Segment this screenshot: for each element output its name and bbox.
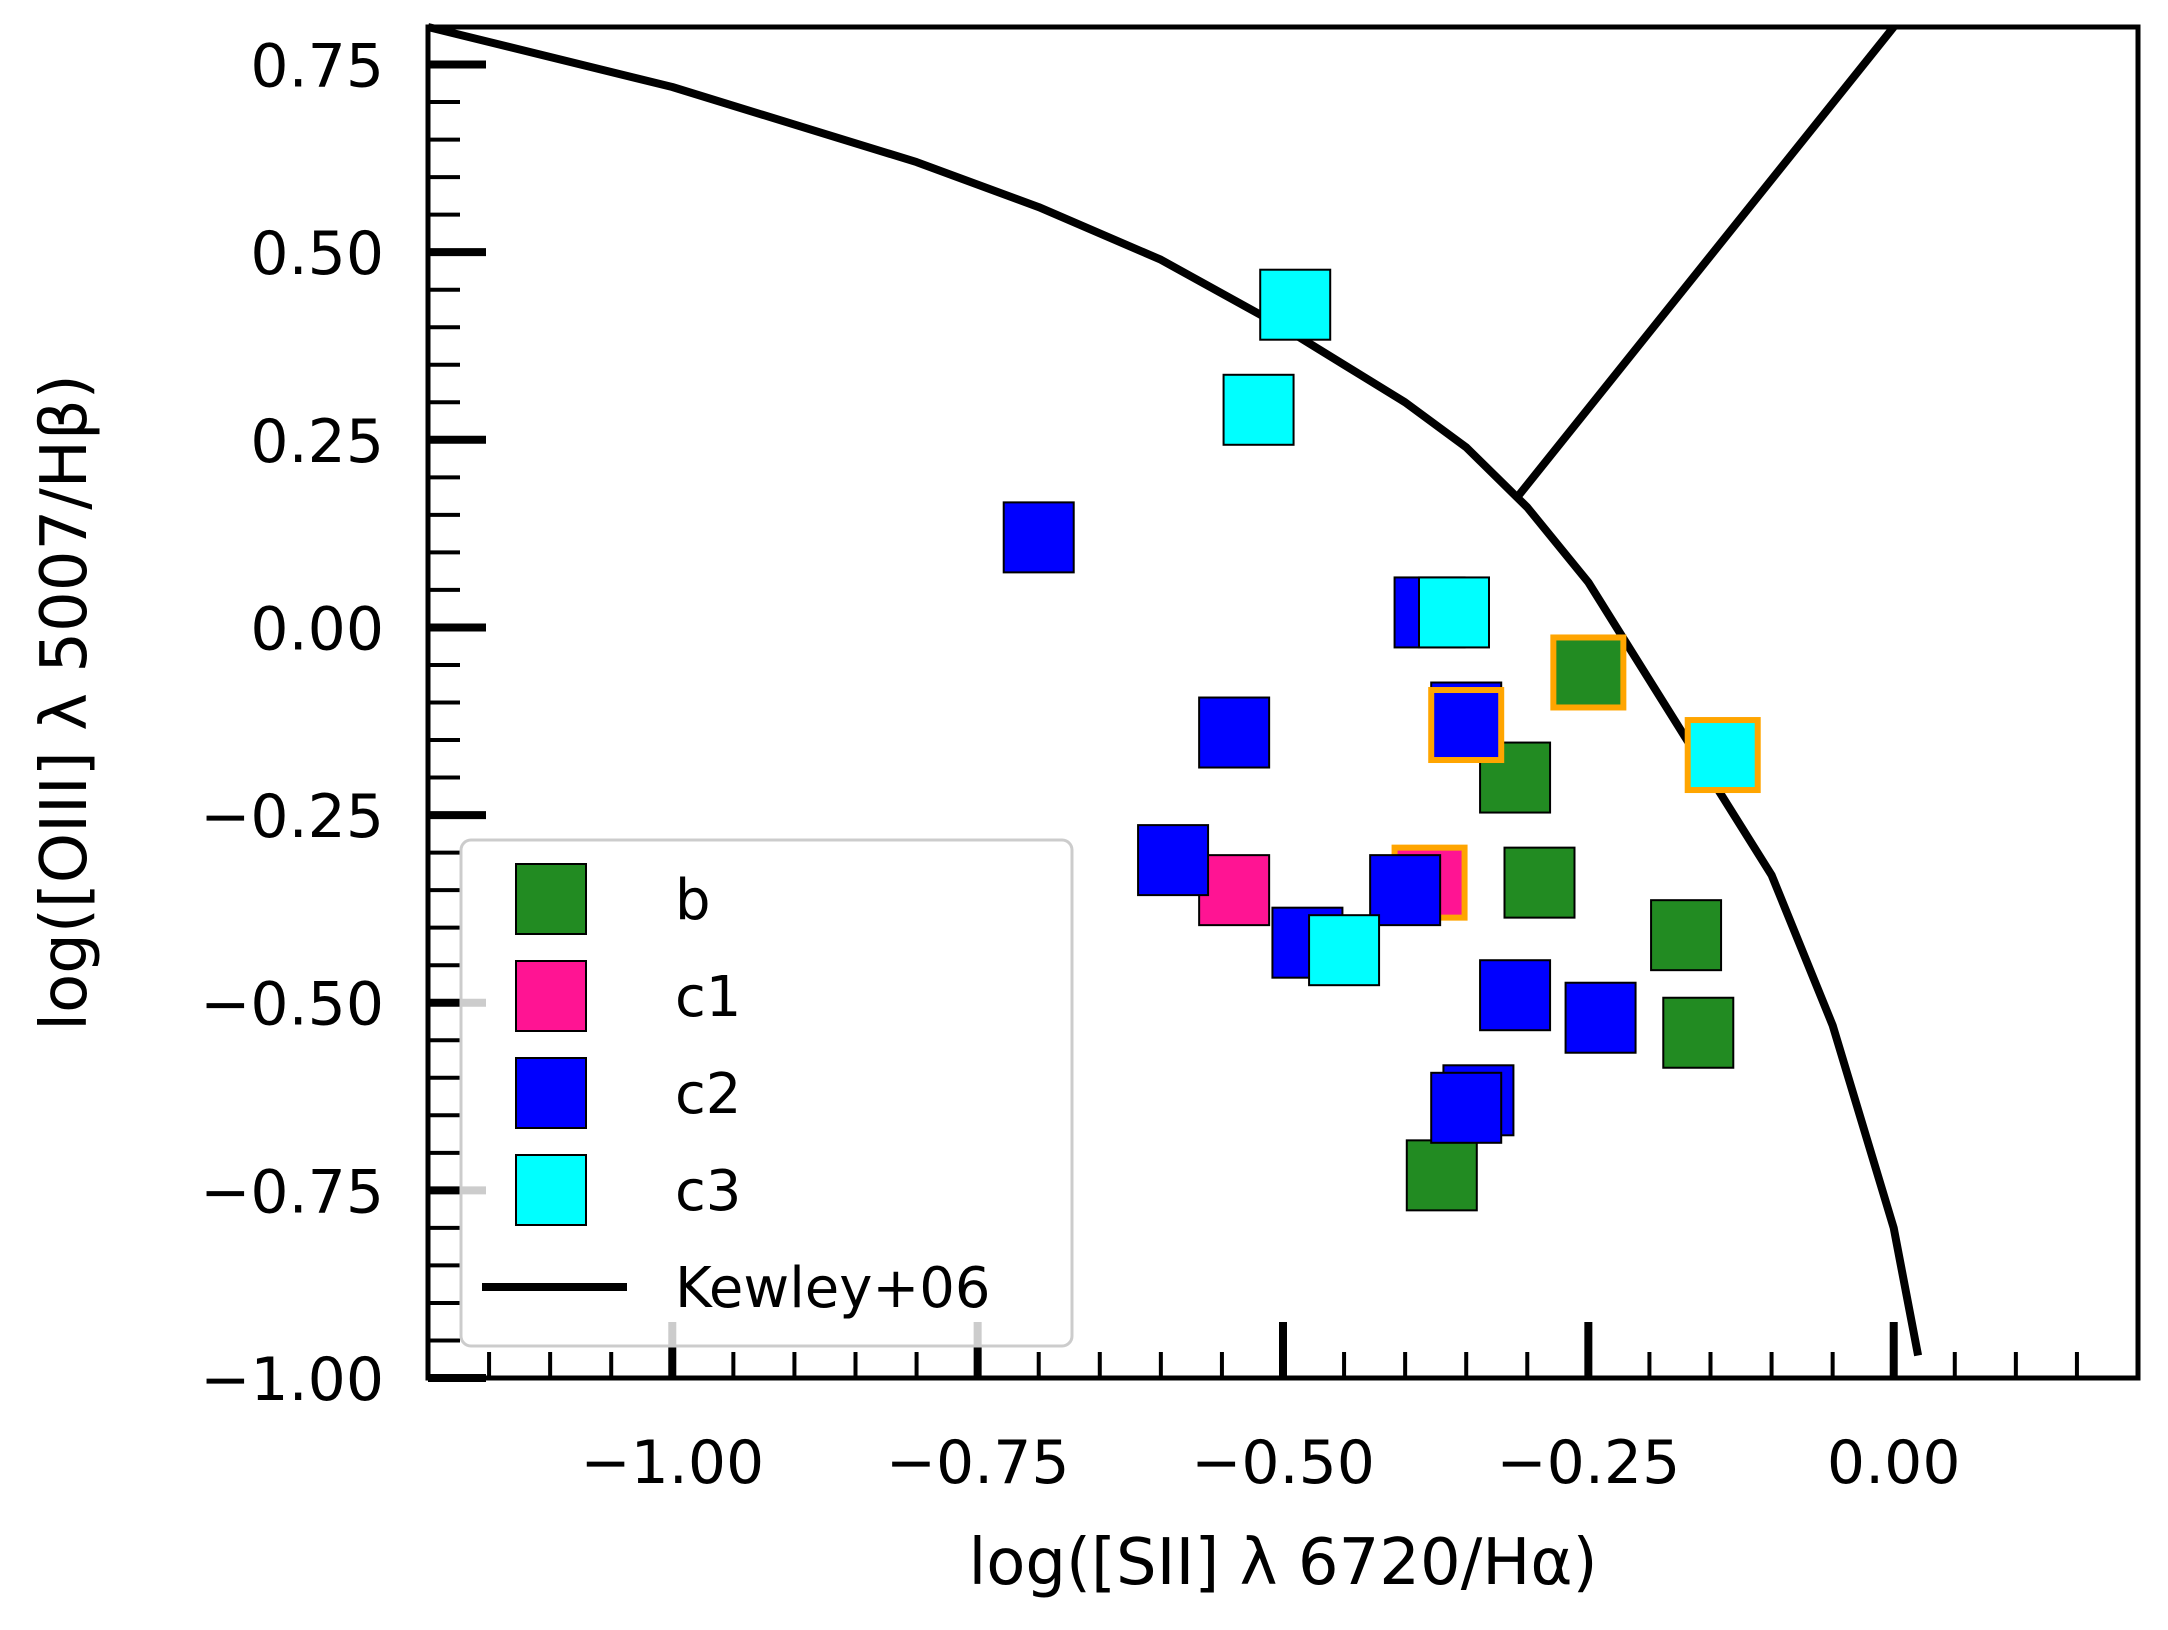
data-point-c2 [1002, 501, 1075, 574]
legend-box [459, 838, 1074, 1348]
legend-marker-c3 [515, 1154, 587, 1226]
plot-frame [425, 24, 2141, 1381]
kewley-curves-layer [427, 23, 1923, 1357]
kewley-curve-maximum [427, 23, 1923, 1357]
data-point-c3 [1259, 268, 1332, 341]
legend-label-c1: c1 [675, 965, 741, 1030]
data-point-b [1503, 846, 1576, 919]
y-axis-label: log([OIII] λ 5007/Hβ) [28, 374, 102, 1030]
legend: b c1 c2 c3 Kewley+06 [459, 838, 1074, 1348]
legend-label-c3: c3 [675, 1159, 741, 1224]
x-axis-label: log([SII] λ 6720/Hα) [968, 1526, 1597, 1600]
y-tick-labels: −1.00 −0.75 −0.50 −0.25 0.00 0.25 0.50 0.75 [200, 32, 384, 1415]
x-tick-labels: −1.00 −0.75 −0.50 −0.25 0.00 [580, 1428, 1960, 1498]
x-tick-label: 0.00 [1827, 1428, 1961, 1498]
legend-marker-c1 [515, 960, 587, 1032]
x-tick-label: −0.50 [1191, 1428, 1375, 1498]
data-point-c2-highlighted [1428, 687, 1505, 764]
data-point-b-highlighted [1550, 634, 1627, 711]
y-tick-label: −0.25 [200, 782, 384, 852]
legend-marker-b [515, 863, 587, 935]
y-tick-label: 0.25 [250, 407, 384, 477]
y-tick-label: −1.00 [200, 1345, 384, 1415]
legend-marker-c2 [515, 1057, 587, 1129]
data-point-b [1405, 1139, 1478, 1212]
data-points-layer [1002, 268, 1761, 1212]
x-tick-label: −0.75 [886, 1428, 1070, 1498]
x-tick-label: −0.25 [1496, 1428, 1680, 1498]
data-point-c2 [1369, 854, 1442, 927]
data-point-c2 [1564, 981, 1637, 1054]
y-tick-label: −0.75 [200, 1157, 384, 1227]
legend-label-c2: c2 [675, 1062, 741, 1127]
data-point-c3 [1418, 576, 1490, 649]
y-tick-label: 0.50 [250, 219, 384, 289]
y-tick-label: 0.75 [250, 32, 384, 102]
data-point-c2 [1479, 959, 1552, 1032]
y-tick-label: 0.00 [250, 594, 384, 664]
data-point-c1 [1198, 854, 1271, 927]
data-point-c3 [1308, 914, 1381, 987]
data-point-b [1662, 996, 1735, 1069]
data-point-c2 [1430, 1071, 1503, 1144]
data-point-b [1650, 899, 1723, 972]
data-point-c2 [1137, 824, 1210, 897]
y-tick-label: −0.50 [200, 970, 384, 1040]
data-point-c3-highlighted [1684, 717, 1761, 794]
legend-label-kewley: Kewley+06 [675, 1256, 991, 1321]
legend-label-b: b [675, 868, 711, 933]
kewley-curve-seyfert-liner [1511, 24, 1897, 503]
data-point-c3 [1222, 373, 1295, 446]
data-point-c2 [1198, 696, 1271, 769]
x-tick-label: −1.00 [580, 1428, 764, 1498]
